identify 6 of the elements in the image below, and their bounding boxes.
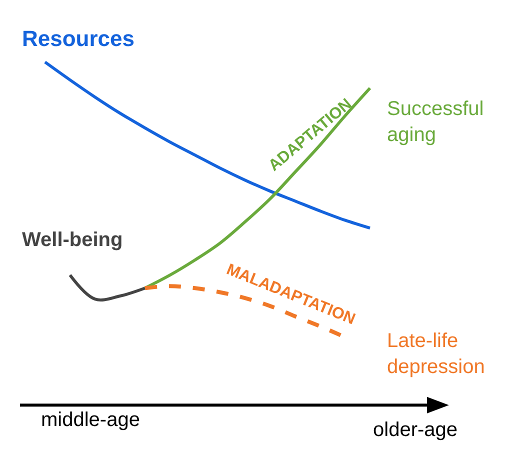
text: middle-age (41, 409, 140, 431)
text: Late-life depression (387, 330, 485, 378)
series-label: Successful aging (387, 98, 484, 146)
text: older-age (373, 419, 458, 441)
series-label: Resources (22, 26, 135, 51)
series-label: Well-being (22, 229, 123, 251)
